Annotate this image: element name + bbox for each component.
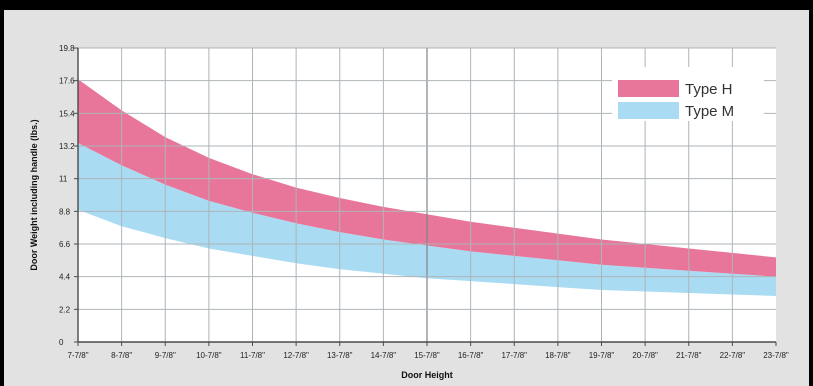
x-tick-label: 12-7/8": [283, 351, 309, 360]
x-tick-label: 17-7/8": [501, 351, 527, 360]
x-tick-label: 13-7/8": [327, 351, 353, 360]
legend-swatch-type-m: [618, 102, 679, 119]
y-tick-label: 6.6: [59, 240, 71, 249]
legend-label-type-m: Type M: [685, 103, 734, 120]
x-axis-title: Door Height: [401, 370, 453, 380]
x-tick-label: 15-7/8": [414, 351, 440, 360]
x-tick-label: 22-7/8": [720, 351, 746, 360]
y-axis-title: Door Weight including handle (lbs.): [29, 119, 39, 270]
y-tick-label: 2.2: [59, 305, 71, 314]
y-tick-label: 0: [59, 338, 64, 347]
x-tick-label: 21-7/8": [676, 351, 702, 360]
chart-panel: 0 2.2 4.4 6.6 8.8 11 13.2 15.4 17.6 19.8 7-7/8" 8-7…: [4, 10, 809, 386]
x-tick-label: 7-7/8": [67, 351, 88, 360]
x-tick-label: 19-7/8": [589, 351, 615, 360]
y-tick-label: 19.8: [59, 44, 75, 53]
x-tick-label: 20-7/8": [632, 351, 658, 360]
chart: 0 2.2 4.4 6.6 8.8 11 13.2 15.4 17.6 19.8 7-7/8" 8-7…: [29, 44, 789, 380]
x-tick-label: 9-7/8": [155, 351, 176, 360]
legend-swatch-type-h: [618, 80, 679, 97]
x-tick-label: 18-7/8": [545, 351, 571, 360]
x-tick-label: 14-7/8": [371, 351, 397, 360]
x-tick-label: 8-7/8": [111, 351, 132, 360]
x-tick-label: 11-7/8": [240, 351, 265, 360]
x-tick-label: 16-7/8": [458, 351, 484, 360]
y-tick-label: 8.8: [59, 207, 71, 216]
x-tick-label: 10-7/8": [196, 351, 222, 360]
y-tick-label: 17.6: [59, 77, 75, 86]
y-tick-label: 4.4: [59, 273, 71, 282]
y-tick-label: 13.2: [59, 142, 75, 151]
legend-label-type-h: Type H: [685, 81, 733, 98]
x-tick-label: 23-7/8": [763, 351, 789, 360]
y-tick-label: 11: [59, 175, 68, 184]
y-tick-label: 15.4: [59, 109, 75, 118]
